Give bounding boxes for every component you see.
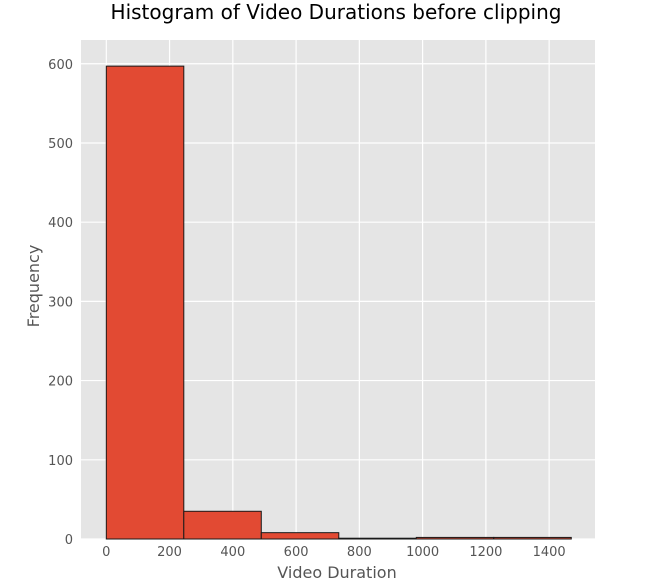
- x-tick-label: 1400: [533, 545, 566, 560]
- histogram-bar: [338, 537, 417, 540]
- y-tick-label: 200: [48, 375, 73, 390]
- chart-title: Histogram of Video Durations before clip…: [111, 0, 562, 24]
- x-tick-label: 200: [157, 545, 182, 560]
- histogram-bar: [105, 65, 185, 540]
- y-tick-labels: 0 100 200 300 400 500 600: [48, 58, 73, 548]
- x-axis-label: Video Duration: [277, 563, 396, 582]
- y-axis-label: Frequency: [24, 245, 43, 328]
- x-tick-labels: 0 200 400 600 800 1000 1200 1400: [102, 545, 566, 560]
- histogram-bar: [415, 536, 495, 540]
- x-tick-label: 1000: [406, 545, 439, 560]
- x-tick-label: 600: [284, 545, 309, 560]
- y-tick-label: 600: [48, 58, 73, 73]
- x-tick-label: 800: [347, 545, 372, 560]
- x-tick-label: 1200: [469, 545, 502, 560]
- y-tick-label: 500: [48, 137, 73, 152]
- y-tick-label: 400: [48, 216, 73, 231]
- y-tick-label: 100: [48, 454, 73, 469]
- histogram-bar: [260, 532, 340, 540]
- y-tick-label: 0: [65, 533, 73, 548]
- histogram-bar: [493, 536, 572, 540]
- x-tick-label: 0: [102, 545, 110, 560]
- y-tick-label: 300: [48, 295, 73, 310]
- histogram-bar: [183, 510, 262, 540]
- histogram-bars: [105, 65, 572, 540]
- x-tick-label: 400: [220, 545, 245, 560]
